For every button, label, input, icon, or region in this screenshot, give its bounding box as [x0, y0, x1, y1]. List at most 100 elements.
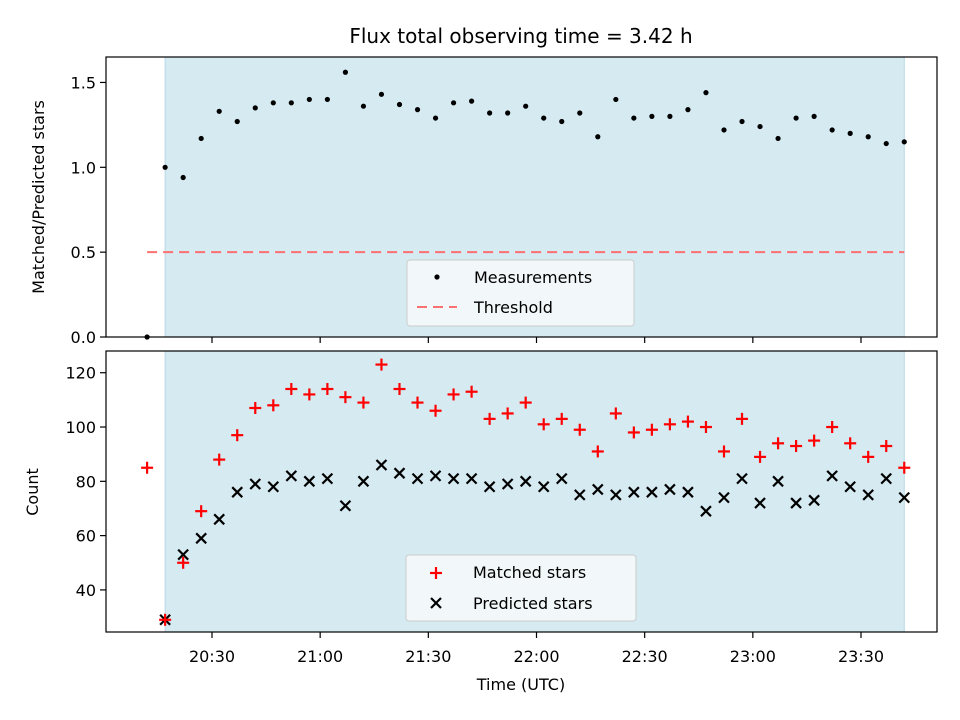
predicted-star-point — [718, 491, 730, 504]
matched-star-point — [231, 429, 244, 442]
matched-star-point — [339, 391, 352, 404]
predicted-star-point — [808, 494, 820, 507]
predicted-star-point — [646, 486, 658, 498]
matched-star-point — [681, 415, 694, 428]
top-y-tick-label: 0.5 — [71, 243, 96, 262]
matched-star-point — [375, 358, 388, 371]
bottom-y-axis: 40 60 80 100 120 — [65, 364, 106, 600]
measurement-point — [523, 103, 529, 109]
predicted-star-point — [231, 486, 244, 498]
measurement-points — [144, 69, 907, 340]
measurement-point — [613, 96, 619, 103]
predicted-star-point — [628, 486, 640, 498]
legend-threshold-label: Threshold — [473, 298, 553, 317]
measurement-point — [450, 100, 457, 106]
measurement-point — [252, 105, 258, 111]
top-y-axis-label: Matched/Predicted stars — [29, 100, 48, 294]
bottom-legend-box — [405, 554, 637, 622]
matched-star-point — [717, 445, 730, 458]
matched-star-point — [465, 385, 478, 398]
measurement-point — [162, 164, 168, 170]
bottom-y-axis-label: Count — [23, 468, 42, 516]
predicted-star-point — [501, 478, 514, 490]
bottom-y-tick-label: 40 — [76, 581, 96, 600]
legend-measurements-marker — [434, 274, 440, 280]
predicted-star-point — [736, 472, 748, 485]
matched-star-point — [826, 421, 839, 434]
measurement-point — [180, 174, 186, 181]
matched-star-point — [429, 404, 442, 417]
measurement-point — [270, 100, 276, 106]
bottom-plot-frame — [105, 350, 938, 633]
predicted-star-point — [411, 472, 424, 485]
matched-star-point — [483, 412, 496, 425]
x-tick-label: 22:30 — [622, 647, 668, 666]
matched-star-point — [663, 418, 676, 431]
predicted-star-point — [465, 472, 478, 485]
measurement-point — [469, 98, 475, 104]
matched-star-point — [303, 388, 316, 401]
top-plot-frame — [105, 56, 938, 338]
bottom-panel: 40 60 80 100 120 20:30 21:00 21:30 22:00 22:30 23… — [23, 350, 938, 694]
matched-star-point — [591, 445, 604, 458]
matched-star-point — [249, 402, 262, 415]
predicted-star-point — [213, 513, 225, 526]
matched-star-point — [159, 613, 172, 626]
predicted-star-point — [321, 472, 334, 485]
measurement-point — [306, 96, 312, 103]
matched-star-point — [447, 388, 460, 401]
bottom-y-tick-label: 80 — [76, 472, 96, 491]
chart-title: Flux total observing time = 3.42 h — [349, 24, 692, 48]
measurement-point — [378, 91, 385, 97]
matched-star-point — [862, 450, 875, 463]
measurement-point — [667, 113, 673, 119]
measurement-point — [505, 110, 511, 116]
predicted-star-point — [610, 489, 622, 501]
matched-star-point — [393, 383, 406, 396]
measurement-point — [432, 115, 439, 121]
predicted-star-point — [519, 475, 532, 488]
predicted-star-point — [592, 483, 604, 496]
predicted-star-point — [790, 497, 802, 509]
x-tick-label: 23:30 — [838, 647, 884, 666]
matched-star-point — [790, 440, 803, 453]
matched-star-point — [321, 383, 334, 396]
measurement-point — [414, 107, 421, 113]
x-axis-label: Time (UTC) — [476, 675, 565, 694]
predicted-star-point — [393, 467, 406, 479]
predicted-star-point — [429, 470, 442, 482]
matched-star-point — [573, 423, 586, 436]
predicted-star-point — [357, 475, 370, 488]
bottom-x-axis: 20:30 21:00 21:30 22:00 22:30 23:00 23:30 — [189, 632, 884, 666]
predicted-star-point — [483, 480, 496, 493]
measurement-point — [234, 118, 240, 125]
bottom-legend: Matched stars Predicted stars — [405, 554, 637, 622]
predicted-star-point — [339, 499, 352, 512]
measurement-point — [649, 113, 655, 119]
bottom-y-tick-label: 100 — [65, 418, 96, 437]
predicted-star-point — [537, 480, 550, 493]
measurement-point — [216, 108, 222, 114]
matched-star-point — [519, 396, 532, 409]
legend-matched-marker — [430, 567, 442, 579]
predicted-star-point — [898, 491, 911, 504]
matched-star-point — [844, 437, 857, 450]
top-legend-box — [406, 259, 635, 327]
predicted-star-point — [285, 470, 298, 482]
bottom-y-tick-label: 60 — [76, 527, 96, 546]
top-panel: 0.0 0.5 1.0 1.5 Matched/Predicted stars Mea… — [29, 56, 938, 347]
predicted-star-point — [249, 478, 262, 490]
matched-star-point — [537, 418, 550, 431]
measurement-point — [324, 96, 330, 103]
predicted-star-point — [826, 470, 838, 482]
matched-star-point — [808, 434, 821, 447]
measurement-point — [775, 135, 781, 142]
measurement-point — [901, 139, 907, 145]
matched-star-point — [627, 426, 640, 439]
predicted-star-point — [862, 489, 874, 501]
top-y-tick-label: 1.0 — [71, 158, 96, 177]
predicted-star-point — [303, 475, 316, 488]
matched-star-point — [357, 396, 370, 409]
predicted-star-point — [844, 480, 856, 493]
